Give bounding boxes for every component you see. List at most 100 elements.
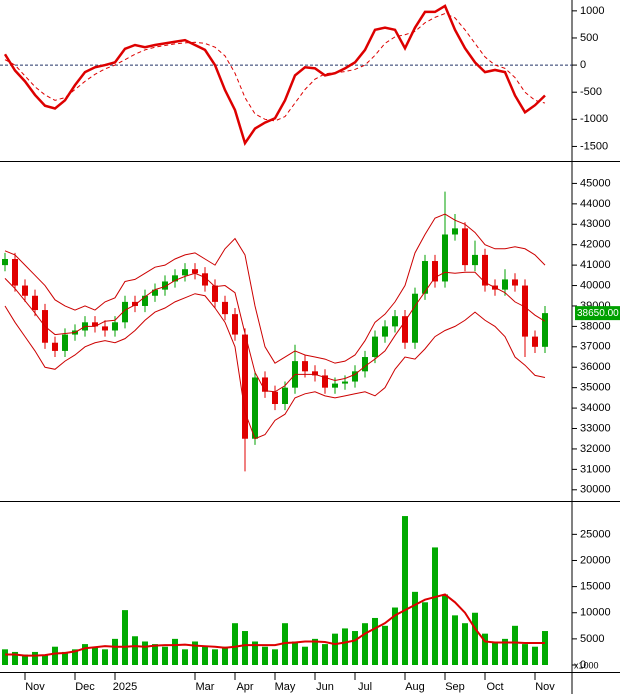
volume-bar xyxy=(22,654,28,665)
volume-bar xyxy=(342,628,348,665)
x-tick-label: Mar xyxy=(196,681,215,693)
bollinger-band xyxy=(4,213,546,364)
volume-bar xyxy=(142,641,148,665)
unit-label: x1000 xyxy=(574,660,599,670)
volume-bar xyxy=(512,625,518,665)
volume-bar xyxy=(262,646,268,665)
candle-body xyxy=(132,301,138,306)
indicator-line xyxy=(4,13,546,122)
candle-body xyxy=(392,316,398,327)
candle-body xyxy=(262,377,268,392)
y-tick-label: 41000 xyxy=(580,259,611,271)
candle-body xyxy=(532,336,538,347)
y-tick-label: 500 xyxy=(580,32,598,44)
volume-bar xyxy=(52,646,58,665)
x-tick-label: Dec xyxy=(75,681,95,693)
y-tick-label: 30000 xyxy=(580,484,611,496)
candle-body xyxy=(482,254,488,286)
candle-body xyxy=(272,391,278,405)
x-tick-label: Apr xyxy=(236,681,253,693)
y-tick-label: -1000 xyxy=(580,113,608,125)
volume-bar xyxy=(72,649,78,665)
candle-body xyxy=(172,275,178,282)
x-tick-label: Oct xyxy=(486,681,503,693)
bollinger-band xyxy=(4,293,546,440)
volume-bar xyxy=(282,623,288,665)
volume-bar xyxy=(162,646,168,665)
volume-bar xyxy=(492,641,498,665)
x-tick-label: Nov xyxy=(535,681,555,693)
y-tick-label: 32000 xyxy=(580,443,611,455)
candle-body xyxy=(162,281,168,290)
candle-body xyxy=(92,322,98,327)
candle-body xyxy=(322,375,328,388)
volume-bar xyxy=(212,649,218,665)
volume-bar xyxy=(192,641,198,665)
candle-body xyxy=(122,301,128,323)
volume-bar xyxy=(432,547,438,665)
x-tick-label: Sep xyxy=(445,681,465,693)
volume-bar xyxy=(2,649,8,665)
volume-bar xyxy=(232,623,238,665)
volume-bar xyxy=(272,649,278,665)
volume-bar xyxy=(292,641,298,665)
y-tick-label: 34000 xyxy=(580,402,611,414)
volume-bar xyxy=(392,607,398,665)
y-tick-label: 45000 xyxy=(580,177,611,189)
volume-bar xyxy=(322,644,328,665)
candle-body xyxy=(152,289,158,296)
volume-bar xyxy=(32,651,38,665)
candle-body xyxy=(372,336,378,358)
volume-bar xyxy=(452,615,458,665)
y-tick-label: 0 xyxy=(580,659,586,671)
y-tick-label: -500 xyxy=(580,86,602,98)
candle-body xyxy=(522,285,528,337)
volume-bar xyxy=(402,516,408,665)
candle-body xyxy=(432,261,438,282)
candle-body xyxy=(342,381,348,384)
y-tick-label: 40000 xyxy=(580,279,611,291)
candle-body xyxy=(22,285,28,296)
candle-body xyxy=(352,371,358,382)
volume-bar xyxy=(422,602,428,665)
volume-bar xyxy=(172,638,178,665)
x-tick-label: Jul xyxy=(358,681,372,693)
volume-bar xyxy=(372,617,378,665)
volume-bar xyxy=(182,649,188,665)
y-tick-label: 38000 xyxy=(580,320,611,332)
candle-body xyxy=(302,361,308,372)
y-tick-label: 43000 xyxy=(580,218,611,230)
candle-body xyxy=(32,295,38,311)
volume-bar xyxy=(302,646,308,665)
candle-body xyxy=(202,273,208,286)
volume-bar xyxy=(332,633,338,665)
y-tick-label: 5000 xyxy=(580,633,604,645)
x-tick-label: Jun xyxy=(316,681,334,693)
volume-bar xyxy=(252,641,258,665)
x-tick-label: 2025 xyxy=(113,681,137,693)
candle-body xyxy=(452,228,458,235)
y-tick-label: 15000 xyxy=(580,581,611,593)
volume-bar xyxy=(42,654,48,665)
volume-bar xyxy=(542,631,548,665)
y-tick-label: 31000 xyxy=(580,463,611,475)
candle-body xyxy=(282,387,288,405)
y-tick-label: 44000 xyxy=(580,198,611,210)
candle-body xyxy=(142,295,148,306)
candle-body xyxy=(512,279,518,286)
volume-bar xyxy=(82,644,88,665)
candle-body xyxy=(422,261,428,294)
candle-body xyxy=(242,334,248,439)
candle-body xyxy=(312,371,318,376)
candle-body xyxy=(542,313,548,347)
volume-bar xyxy=(92,646,98,665)
volume-bar xyxy=(522,644,528,665)
y-tick-label: 1000 xyxy=(580,5,604,17)
volume-bar xyxy=(462,623,468,665)
x-tick-label: May xyxy=(275,681,296,693)
volume-bar xyxy=(102,649,108,665)
volume-bar xyxy=(362,623,368,665)
candle-body xyxy=(192,269,198,274)
